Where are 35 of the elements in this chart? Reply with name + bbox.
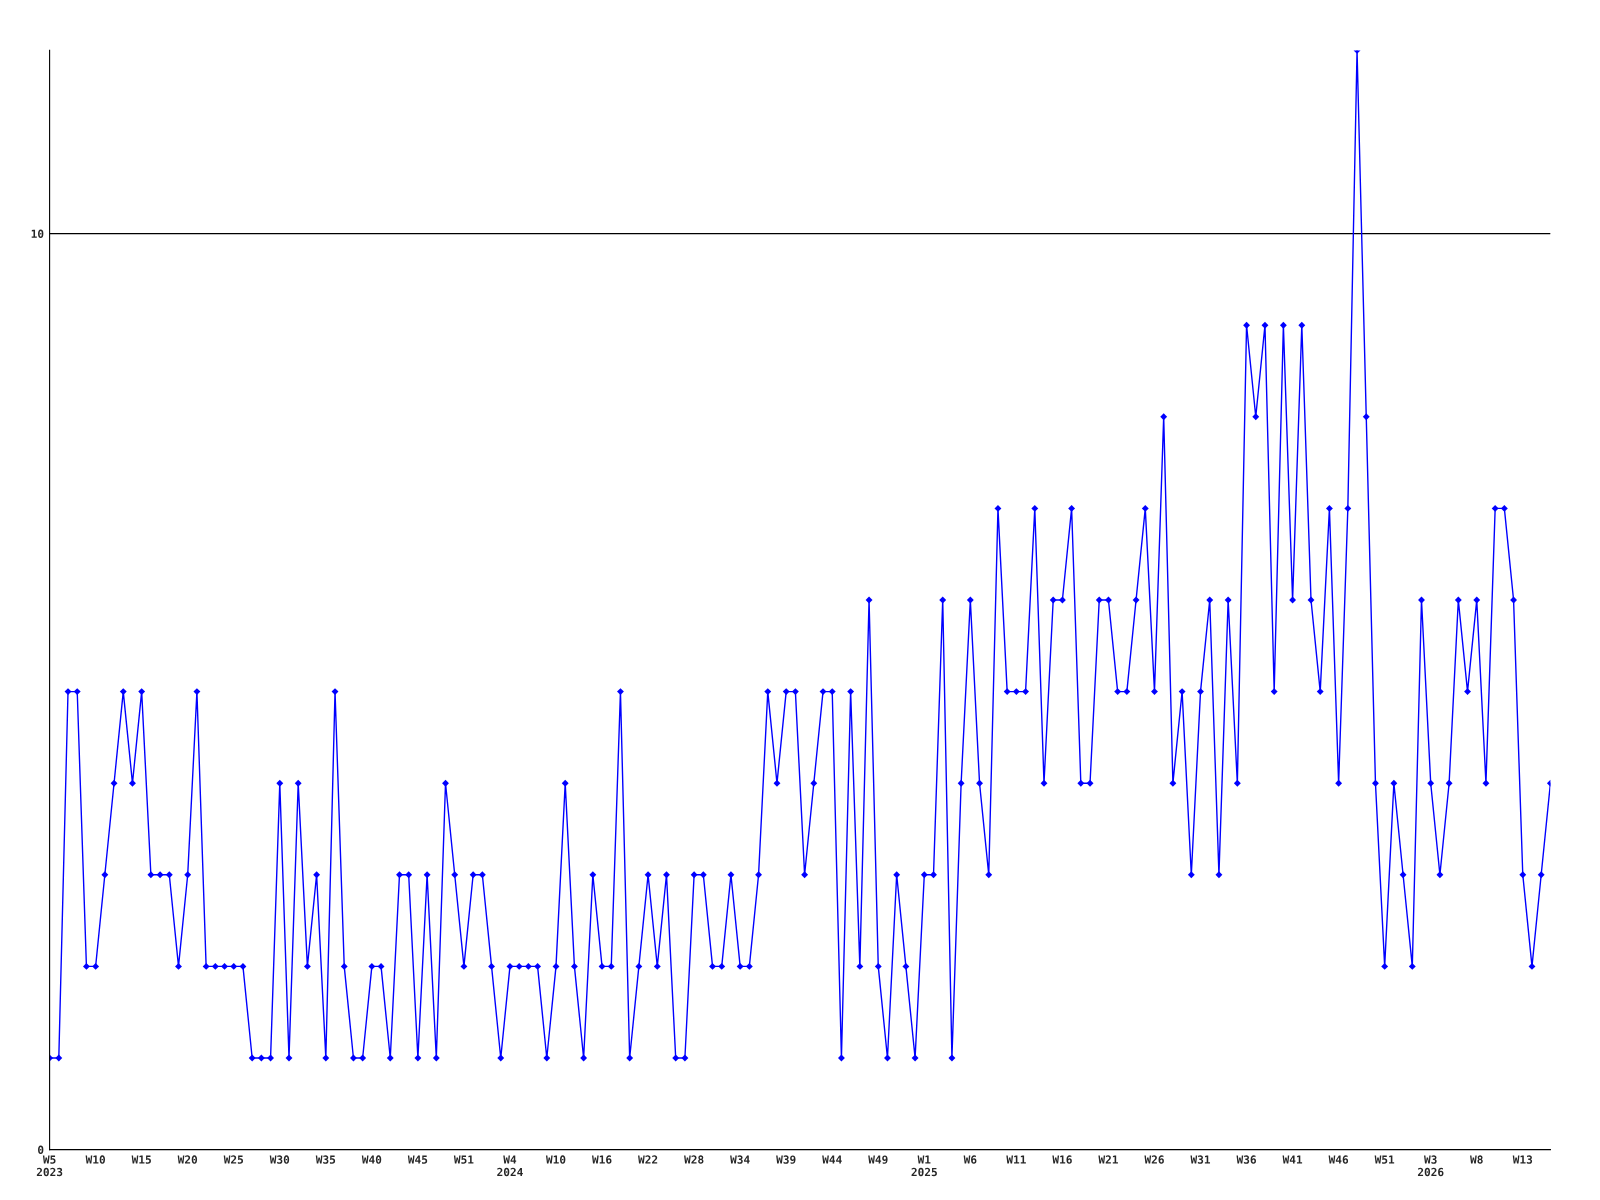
x-tick-label: W30 — [269, 1155, 290, 1164]
x-tick-label: W46 — [1328, 1155, 1349, 1164]
x-tick-label: W3 2026 — [1417, 1155, 1444, 1177]
y-tick-label: 10 — [31, 229, 44, 238]
x-tick-label: W35 — [315, 1155, 336, 1164]
x-tick-label: W40 — [361, 1155, 382, 1164]
x-tick-label: W1 2025 — [911, 1155, 937, 1177]
x-tick-label: W16 — [592, 1155, 612, 1164]
x-tick-label: W34 — [730, 1155, 750, 1164]
x-tick-label: W49 — [868, 1155, 888, 1164]
x-tick-label: W28 — [684, 1155, 704, 1164]
x-tick-label: W5 2023 — [36, 1155, 63, 1177]
x-tick-label: W16 — [1052, 1155, 1072, 1164]
x-tick-label: W13 — [1512, 1155, 1533, 1164]
x-tick-label: W45 — [407, 1155, 428, 1164]
x-tick-label: W44 — [822, 1155, 842, 1164]
x-tick-label: W6 — [963, 1155, 977, 1164]
y-tick-label: 0 — [38, 1145, 44, 1154]
x-tick-label: W41 — [1282, 1155, 1303, 1164]
x-tick-label: W22 — [638, 1155, 658, 1164]
x-tick-label: W26 — [1144, 1155, 1164, 1164]
x-tick-label: W8 — [1470, 1155, 1483, 1164]
x-tick-label: W36 — [1236, 1155, 1256, 1164]
x-tick-label: W4 2024 — [497, 1155, 523, 1177]
x-tick-label: W51 — [1374, 1155, 1395, 1164]
x-tick-label: W10 — [545, 1155, 566, 1164]
x-tick-label: W11 — [1006, 1155, 1026, 1164]
x-tick-label: W21 — [1098, 1155, 1118, 1164]
x-tick-label: W31 — [1190, 1155, 1211, 1164]
x-tick-label: W20 — [177, 1155, 198, 1164]
x-tick-label: W39 — [776, 1155, 796, 1164]
x-tick-label: W25 — [223, 1155, 244, 1164]
x-tick-label: W51 — [453, 1155, 474, 1164]
x-tick-label: W15 — [131, 1155, 151, 1164]
x-tick-label: W10 — [85, 1155, 105, 1164]
